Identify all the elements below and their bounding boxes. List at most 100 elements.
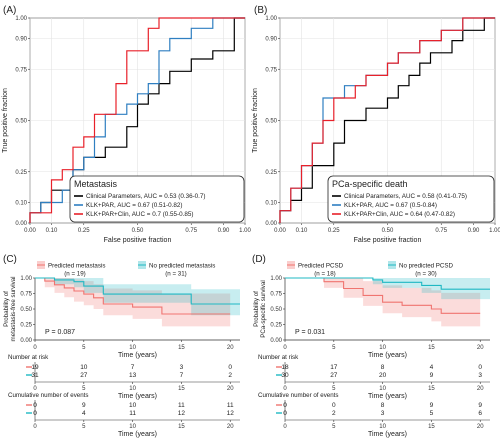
y-axis-label: True positive fraction (2, 88, 9, 153)
legend-title: PCa-specific death (332, 179, 408, 189)
y-tick-label: 0.50 (265, 119, 277, 125)
km-legend-name: Predicted metastasis (48, 263, 105, 270)
y-tick-label: 1.00 (270, 276, 282, 282)
table-cell: 3 (180, 364, 184, 371)
table-cell: 9 (82, 402, 86, 409)
x-tick-label: 10 (129, 424, 136, 430)
x-tick-label: 20 (227, 424, 234, 430)
y-tick-label: 0.75 (20, 292, 32, 298)
x-tick-label: 20 (477, 386, 484, 392)
y-tick-label: 0.50 (15, 119, 27, 125)
y-tick-label: 0.10 (15, 201, 27, 207)
x-tick-label: 0 (283, 424, 287, 430)
x-tick-label: 10 (129, 386, 136, 392)
p-value: P = 0.087 (45, 329, 75, 336)
roc-curve-2 (279, 17, 495, 223)
km-legend-n: (n = 18) (314, 271, 336, 278)
y-tick-label: 0.00 (265, 221, 277, 227)
x-tick-label: 5 (332, 424, 336, 430)
x-axis-label: Time (years) (118, 431, 157, 438)
x-tick-label: 0 (33, 386, 37, 392)
km-legend-name: Predicted PCSD (298, 263, 344, 270)
km-legend-n: (n = 30) (415, 271, 437, 278)
table-cell: 27 (330, 372, 338, 379)
x-tick-label: 0.50 (132, 228, 144, 234)
legend-box (327, 175, 495, 223)
table-cell: 11 (227, 402, 234, 409)
legend-title: Metastasis (74, 179, 118, 189)
legend-entry: KLK+PAR+Clin, AUC = 0.64 (0.47-0.82) (344, 211, 455, 218)
table-cell: 0 (332, 402, 336, 409)
y-tick-label: 0.50 (20, 307, 32, 313)
x-tick-label: 0.25 (78, 228, 90, 234)
km-legend-n: (n = 19) (64, 271, 86, 278)
x-tick-label: 15 (428, 386, 435, 392)
table-cell: 4 (82, 410, 86, 417)
table-cell: 18 (281, 364, 289, 371)
x-tick-label: 15 (178, 386, 185, 392)
table-cell: 12 (227, 410, 235, 417)
x-tick-label: 20 (227, 386, 234, 392)
table-cell: 0 (283, 402, 287, 409)
y-tick-label: 0.10 (265, 201, 277, 207)
y-tick-label: 0.75 (15, 67, 27, 73)
risk-table-title: Number at risk (8, 354, 49, 361)
x-axis-label: Time (years) (368, 393, 407, 400)
y-axis-label: Probability ofPCa-specific survival (253, 280, 267, 337)
y-tick-label: 0.00 (15, 221, 27, 227)
x-axis-label: False positive fraction (104, 237, 172, 244)
x-tick-label: 10 (379, 386, 386, 392)
x-tick-label: 20 (477, 424, 484, 430)
x-axis-label: Time (years) (118, 393, 157, 400)
table-cell: 7 (131, 364, 135, 371)
table-cell: 0 (478, 364, 482, 371)
table-cell: 3 (381, 410, 385, 417)
x-tick-label: 0.50 (382, 228, 394, 234)
y-tick-label: 1.00 (20, 276, 32, 282)
table-cell: 9 (430, 402, 434, 409)
y-tick-label: 0.25 (20, 323, 32, 329)
events-table-title: Cumulative number of events (258, 392, 338, 399)
x-tick-label: 15 (428, 345, 435, 351)
km-curve-1 (285, 277, 490, 290)
x-tick-label: 0.90 (468, 228, 480, 234)
table-cell: 10 (129, 402, 137, 409)
x-tick-label: 0.75 (185, 228, 197, 234)
legend-entry: Clinical Parameters, AUC = 0.53 (0.36-0.… (86, 193, 206, 200)
ci-band-1 (285, 278, 490, 300)
y-tick-label: 0.75 (270, 292, 282, 298)
events-table-title: Cumulative number of events (8, 392, 88, 399)
table-cell: 2 (228, 372, 232, 379)
panel-label: (B) (254, 5, 267, 16)
table-cell: 11 (178, 402, 185, 409)
x-axis-label: Time (years) (368, 431, 407, 438)
panel-label: (A) (3, 5, 16, 16)
x-tick-label: 0.10 (296, 228, 308, 234)
table-cell: 9 (430, 372, 434, 379)
x-tick-label: 0.00 (24, 228, 36, 234)
legend-box (69, 175, 245, 223)
table-cell: 7 (180, 372, 184, 379)
roc-curve-1 (29, 17, 245, 223)
y-tick-label: 0.50 (270, 307, 282, 313)
table-cell: 9 (478, 402, 482, 409)
roc-curve-2 (29, 17, 245, 223)
table-cell: 13 (129, 372, 137, 379)
x-tick-label: 15 (178, 424, 185, 430)
table-cell: 30 (281, 372, 289, 379)
x-tick-label: 10 (379, 345, 386, 351)
panel-label: (C) (3, 254, 17, 265)
km-legend-name: No predicted metastasis (149, 263, 215, 270)
x-tick-label: 0 (283, 386, 287, 392)
x-tick-label: 5 (82, 345, 86, 351)
table-cell: 0 (228, 364, 232, 371)
table-cell: 0 (33, 402, 37, 409)
x-tick-label: 15 (178, 345, 185, 351)
legend-entry: KLK+PAR, AUC = 0.67 (0.51-0.82) (86, 202, 183, 209)
table-cell: 6 (478, 410, 482, 417)
x-tick-label: 5 (332, 345, 336, 351)
x-axis-label: Time (years) (368, 352, 407, 359)
x-tick-label: 0.75 (435, 228, 447, 234)
table-cell: 19 (31, 364, 39, 371)
legend-entry: Clinical Parameters, AUC = 0.58 (0.41-0.… (344, 193, 467, 200)
